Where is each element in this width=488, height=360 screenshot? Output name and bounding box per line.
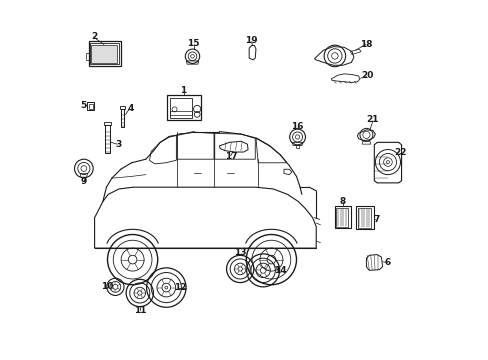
Text: 20: 20 [360, 71, 372, 80]
Bar [87, 102, 94, 110]
Bar [295, 145, 299, 148]
Bar [167, 95, 201, 121]
Text: 11: 11 [133, 306, 146, 315]
Text: 13: 13 [233, 248, 246, 257]
Text: 21: 21 [366, 115, 378, 124]
Bar [91, 45, 117, 63]
Bar [86, 53, 89, 60]
Text: 3: 3 [115, 140, 121, 149]
Text: 19: 19 [245, 36, 258, 45]
Text: 22: 22 [393, 148, 406, 157]
Text: 12: 12 [173, 283, 186, 292]
Bar [120, 107, 125, 109]
Bar [169, 98, 192, 118]
Bar [104, 122, 111, 126]
Text: 2: 2 [91, 32, 97, 41]
Text: 17: 17 [224, 152, 237, 161]
Bar [336, 208, 347, 227]
Bar [105, 125, 110, 153]
Text: 1: 1 [180, 86, 186, 95]
Bar [334, 206, 350, 228]
Text: 14: 14 [273, 266, 286, 275]
Text: 18: 18 [360, 40, 372, 49]
Bar [169, 111, 192, 116]
Bar [357, 208, 370, 228]
Bar [88, 104, 93, 109]
Text: 9: 9 [81, 177, 87, 186]
Text: 8: 8 [339, 197, 346, 206]
Text: 4: 4 [127, 104, 133, 113]
Bar [356, 206, 373, 229]
Text: 6: 6 [384, 258, 390, 267]
Bar [121, 109, 124, 127]
Bar [88, 41, 121, 66]
Text: 5: 5 [81, 101, 87, 110]
Text: 10: 10 [101, 282, 113, 291]
Text: 16: 16 [291, 122, 303, 131]
Text: 15: 15 [187, 39, 200, 48]
Text: 7: 7 [372, 215, 379, 224]
Bar [90, 43, 119, 64]
